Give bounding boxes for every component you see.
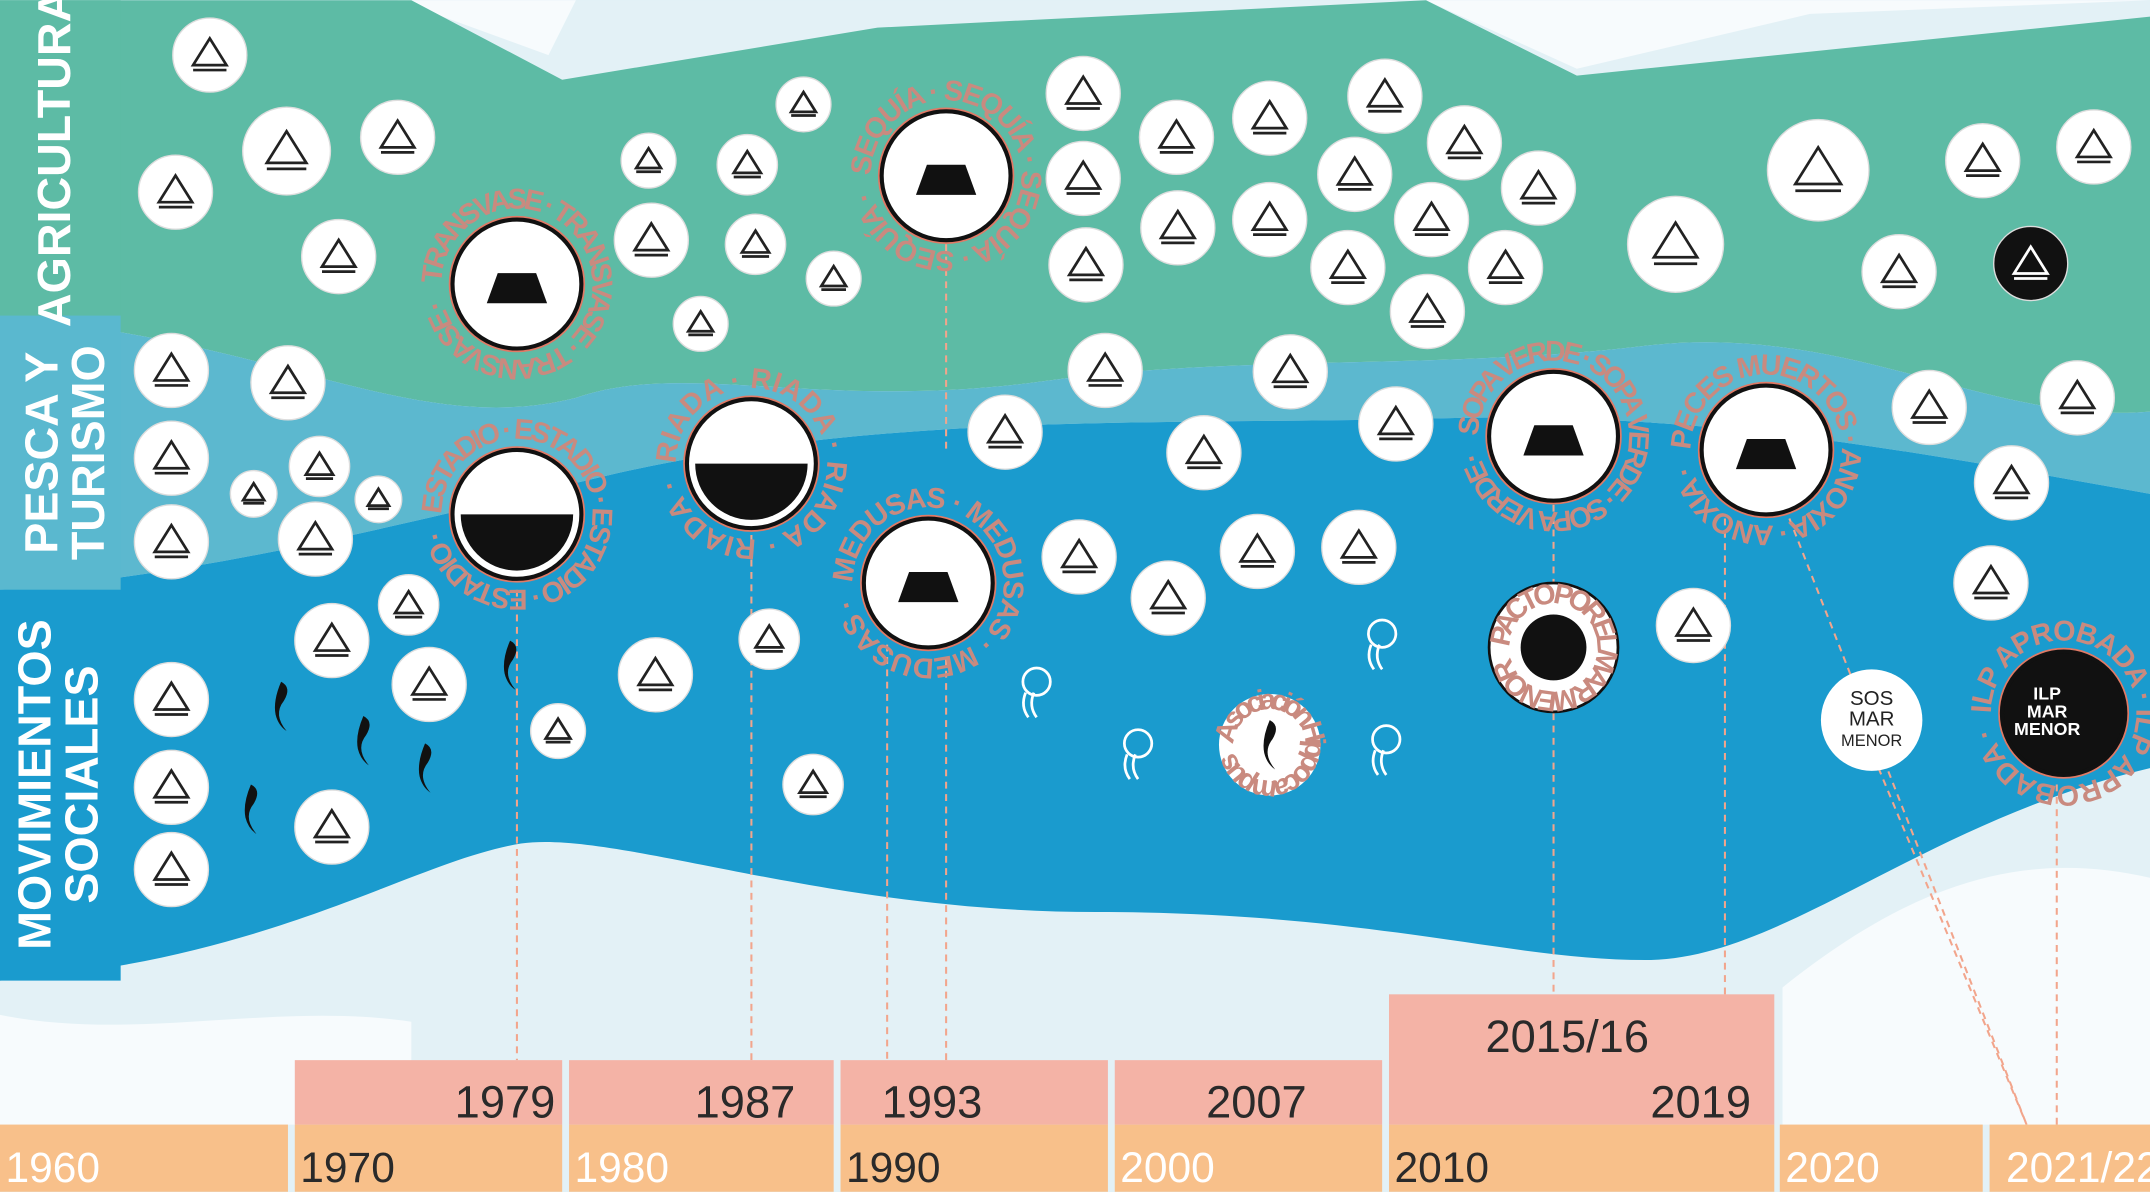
sos-text: SOS <box>1850 687 1893 710</box>
year-label: 2015/16 <box>1485 1011 1649 1062</box>
icon-circle <box>1954 546 2028 620</box>
icon-circle <box>134 421 208 495</box>
decade-label: 2021/22 <box>2006 1145 2150 1192</box>
icon-circle <box>295 790 369 864</box>
icon-circle <box>138 155 212 229</box>
icon-circle <box>243 107 331 195</box>
icon-circle <box>1167 416 1241 490</box>
icon-circle <box>1394 183 1468 257</box>
icon-circle <box>1469 231 1543 305</box>
icon-circle <box>673 296 728 351</box>
icon-circle <box>1233 81 1307 155</box>
decade-label: 2010 <box>1394 1145 1489 1192</box>
year-label: 2019 <box>1650 1077 1751 1128</box>
section-label: PESCA Y <box>16 352 68 554</box>
icon-circle <box>618 638 692 712</box>
infographic: 1960 1970 1980 1990 2000 2010 2020 2021/22 1979 1… <box>0 0 2150 1192</box>
icon-circle <box>251 346 325 420</box>
icon-circle <box>361 100 435 174</box>
icon-circle <box>1318 137 1392 211</box>
section-label: TURISMO <box>62 345 114 560</box>
icon-circle <box>725 214 785 274</box>
icon-circle <box>134 833 208 907</box>
icon-circle <box>134 663 208 737</box>
icon-circle <box>1049 228 1123 302</box>
section-label: AGRICULTURA <box>28 0 80 327</box>
icon-circle <box>1046 56 1120 130</box>
icon-circle <box>614 203 688 277</box>
icon-circle <box>806 251 861 306</box>
year-label: 1987 <box>695 1077 796 1128</box>
icon-circle <box>1046 141 1120 215</box>
icon-circle <box>1359 387 1433 461</box>
icon-circle <box>1233 183 1307 257</box>
icon-circle <box>717 135 777 195</box>
icon-circle <box>1974 446 2048 520</box>
icon-circle <box>134 505 208 579</box>
sos-text: MENOR <box>1841 732 1902 750</box>
icon-circle <box>531 704 586 759</box>
year-label: 1993 <box>882 1077 983 1128</box>
decade-label: 2020 <box>1785 1145 1880 1192</box>
icon-circle <box>378 575 438 635</box>
icon-circle <box>134 750 208 824</box>
icon-circle <box>1427 106 1501 180</box>
year-label: 2007 <box>1206 1077 1307 1128</box>
icon-circle <box>968 395 1042 469</box>
decade-label: 1970 <box>300 1145 395 1192</box>
icon-circle <box>230 471 277 518</box>
icon-circle <box>173 18 247 92</box>
icon-circle <box>776 77 831 132</box>
sos-text: MAR <box>1849 708 1895 731</box>
icon-circle <box>1628 196 1724 292</box>
icon-circle <box>1994 226 2068 300</box>
icon-circle <box>302 220 376 294</box>
icon-circle <box>1656 588 1730 662</box>
page: {"sections":[["AGRICULTURA"],["PESCA Y",… <box>0 0 2150 1192</box>
icon-circle <box>355 476 402 523</box>
icon-circle <box>1501 151 1575 225</box>
icon-circle <box>1767 120 1868 221</box>
icon-circle <box>1322 510 1396 584</box>
icon-circle <box>783 754 843 814</box>
ilp-text: MENOR <box>2014 719 2080 739</box>
icon-circle <box>1131 561 1205 635</box>
icon-circle <box>1862 235 1936 309</box>
decade-label: 1960 <box>5 1145 100 1192</box>
icon-circle <box>1892 370 1966 444</box>
icon-circle <box>1253 335 1327 409</box>
icon-circle <box>739 609 799 669</box>
icon-circle <box>1042 520 1116 594</box>
icon-circle <box>278 502 352 576</box>
year-label: 1979 <box>455 1077 556 1128</box>
icon-circle <box>1348 59 1422 133</box>
icon-circle <box>621 133 676 188</box>
section-label: MOVIMIENTOS <box>9 619 61 950</box>
section-label: SOCIALES <box>55 665 107 903</box>
icon-circle <box>289 436 349 496</box>
icon-circle <box>2040 361 2114 435</box>
decade-label: 2000 <box>1120 1145 1215 1192</box>
icon-circle <box>1946 124 2020 198</box>
pacto-map <box>1521 615 1587 681</box>
icon-circle <box>1139 100 1213 174</box>
icon-circle <box>2057 110 2131 184</box>
icon-circle <box>295 604 369 678</box>
icon-circle <box>1311 231 1385 305</box>
decade-label: 1980 <box>575 1145 670 1192</box>
icon-circle <box>392 647 466 721</box>
decade-label: 1990 <box>846 1145 941 1192</box>
icon-circle <box>1141 191 1215 265</box>
icon-circle <box>1220 514 1294 588</box>
icon-circle <box>1390 274 1464 348</box>
icon-circle <box>134 333 208 407</box>
icon-circle <box>1068 333 1142 407</box>
